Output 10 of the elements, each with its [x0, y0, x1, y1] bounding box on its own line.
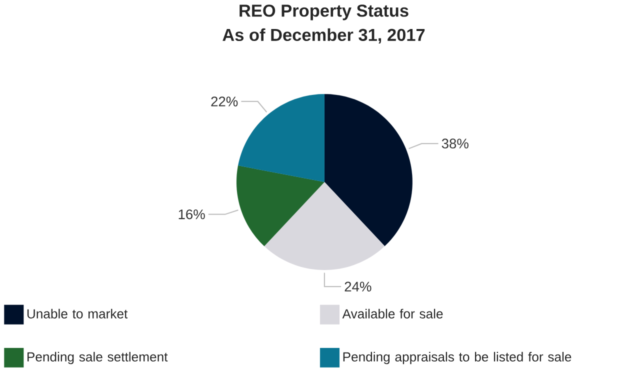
data-label: 22%	[211, 96, 238, 106]
data-label: 16%	[178, 209, 205, 220]
legend-label: Available for sale	[342, 308, 443, 318]
legend-label: Pending sale settlement	[28, 352, 168, 364]
chart-subtitle: As of December 31, 2017	[222, 28, 425, 44]
legend-label: Unable to market	[27, 308, 128, 318]
chart-title: REO Property Status	[240, 4, 408, 20]
data-label: 24%	[344, 282, 372, 292]
legend-label: Pending appraisals to be listed for sale	[343, 352, 572, 364]
data-label: 38%	[442, 138, 468, 148]
